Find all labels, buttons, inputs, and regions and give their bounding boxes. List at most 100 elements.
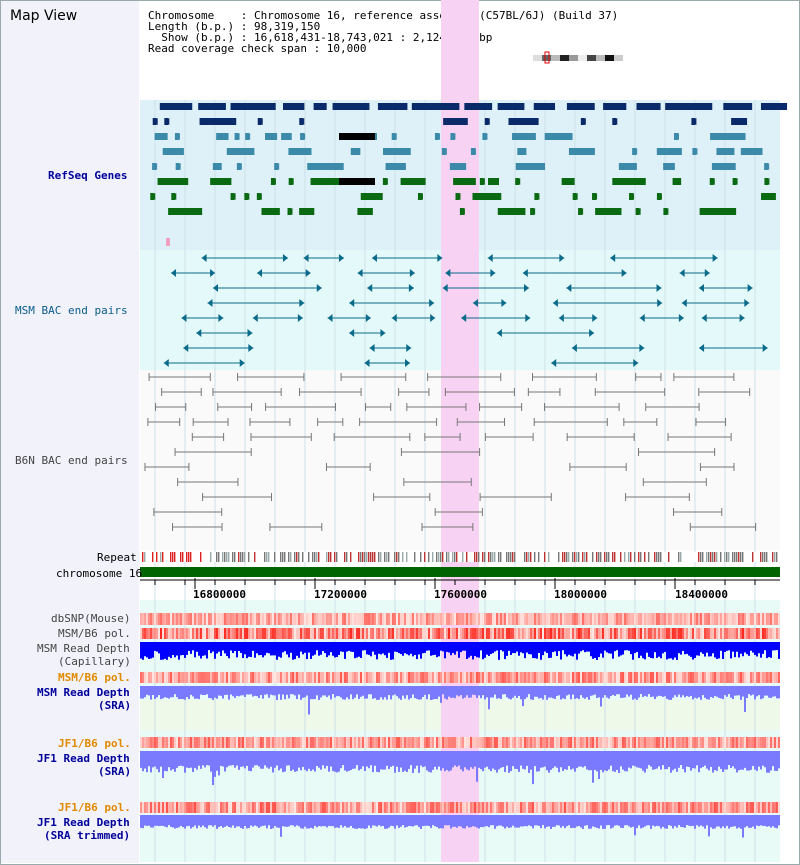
depth-bar-capillary xyxy=(474,642,476,657)
depth-bar-jf1-sra xyxy=(638,751,640,768)
jf1-pol-cell xyxy=(450,737,452,748)
depth-bar-jf1-trim xyxy=(322,815,324,827)
msm-pol-cell xyxy=(618,628,620,639)
track-label-refseq[interactable]: RefSeq Genes xyxy=(48,169,128,182)
msm-pol-cell xyxy=(214,628,216,639)
msm-pol-sra-cell xyxy=(756,672,758,683)
msm-pol-sra-cell xyxy=(298,672,300,683)
depth-bar-capillary xyxy=(688,642,690,656)
msm-pol-cell xyxy=(766,628,768,639)
jf1-pol-cell xyxy=(512,737,514,748)
repeat-element xyxy=(474,552,476,562)
msm-pol-sra-cell xyxy=(234,672,236,683)
track-label-msm-depth-sra[interactable]: MSM Read Depth xyxy=(37,686,130,699)
track-label-msm-depth-capillary[interactable]: MSM Read Depth xyxy=(37,642,130,655)
msm-pol-cell xyxy=(562,628,564,639)
depth-bar-jf1-sra xyxy=(488,751,490,770)
track-label-chromosome[interactable]: chromosome 16 xyxy=(56,567,143,580)
jf1-pol-trim-cell xyxy=(758,802,760,813)
repeat-element xyxy=(424,552,426,562)
msm-pol-sra-cell xyxy=(492,672,494,683)
depth-bar-jf1-trim xyxy=(320,815,322,827)
track-label-jf1-depth-trim[interactable]: JF1 Read Depth xyxy=(37,816,130,829)
dbsnp-cell xyxy=(610,613,612,625)
track-label-dbsnp[interactable]: dbSNP(Mouse) xyxy=(51,612,131,625)
depth-bar-msm-sra xyxy=(470,686,472,698)
jf1-pol-cell xyxy=(380,737,382,748)
dbsnp-cell xyxy=(446,613,448,625)
depth-bar-jf1-sra xyxy=(570,751,572,770)
msm-pol-sra-cell xyxy=(460,672,462,683)
depth-bar-jf1-sra xyxy=(178,751,180,767)
track-label-msm-b6-pol[interactable]: MSM/B6 pol. xyxy=(58,627,131,640)
jf1-pol-trim-cell xyxy=(596,802,598,813)
depth-bar-capillary xyxy=(334,642,336,658)
depth-bar-capillary xyxy=(676,642,678,660)
jf1-pol-cell xyxy=(386,737,388,748)
msm-pol-cell xyxy=(296,628,298,639)
msm-pol-cell xyxy=(238,628,240,639)
bac-end-arrow xyxy=(501,299,507,307)
msm-pol-cell xyxy=(770,628,772,639)
dbsnp-cell xyxy=(536,613,538,625)
gene-strand-arrow xyxy=(154,133,160,140)
jf1-pol-cell xyxy=(594,737,596,748)
bac-end-arrow xyxy=(747,284,753,292)
depth-bar-jf1-trim xyxy=(548,815,550,827)
depth-bar-jf1-sra xyxy=(778,751,780,769)
depth-bar-capillary xyxy=(366,642,368,655)
depth-bar-msm-sra xyxy=(162,686,164,699)
depth-bar-jf1-trim xyxy=(744,815,746,828)
depth-bar-msm-sra xyxy=(660,686,662,697)
ideogram-band xyxy=(551,55,560,61)
track-label-b6n-bac[interactable]: B6N BAC end pairs xyxy=(15,454,128,467)
depth-bar-capillary xyxy=(396,642,398,652)
dbsnp-cell xyxy=(338,613,340,625)
depth-bar-msm-sra xyxy=(536,686,538,697)
depth-bar-jf1-trim xyxy=(274,815,276,826)
repeat-element xyxy=(462,552,464,562)
track-label-msm-bac[interactable]: MSM BAC end pairs xyxy=(15,304,128,317)
track-label-msm-b6-pol-sra[interactable]: MSM/B6 pol. xyxy=(58,671,131,684)
depth-bar-msm-sra xyxy=(204,686,206,696)
depth-bar-capillary xyxy=(744,642,746,653)
msm-pol-cell xyxy=(484,628,486,639)
jf1-pol-trim-cell xyxy=(400,802,402,813)
dbsnp-cell xyxy=(188,613,190,625)
msm-pol-sra-cell xyxy=(674,672,676,683)
depth-bar-jf1-trim xyxy=(434,815,436,827)
depth-bar-capillary xyxy=(222,642,224,651)
depth-bar-jf1-trim xyxy=(188,815,190,826)
depth-bar-jf1-trim xyxy=(550,815,552,829)
jf1-pol-trim-cell xyxy=(386,802,388,813)
jf1-pol-trim-cell xyxy=(638,802,640,813)
dbsnp-cell xyxy=(574,613,576,625)
depth-bar-jf1-sra xyxy=(482,751,484,772)
depth-bar-msm-sra xyxy=(758,686,760,696)
msm-pol-cell xyxy=(740,628,742,639)
repeat-element xyxy=(326,552,328,562)
track-label-repeat[interactable]: Repeat xyxy=(97,551,137,564)
track-label-jf1-b6-pol[interactable]: JF1/B6 pol. xyxy=(58,737,131,750)
jf1-pol-trim-cell xyxy=(540,802,542,813)
repeat-element xyxy=(374,552,376,562)
depth-bar-capillary xyxy=(278,642,280,657)
depth-bar-capillary xyxy=(344,642,346,659)
depth-bar-msm-sra xyxy=(336,686,338,697)
jf1-pol-cell xyxy=(560,737,562,748)
depth-bar-msm-sra xyxy=(234,686,236,698)
depth-bar-jf1-trim xyxy=(182,815,184,828)
jf1-pol-cell xyxy=(670,737,672,748)
depth-bar-capillary xyxy=(648,642,650,657)
jf1-pol-cell xyxy=(668,737,670,748)
msm-pol-sra-cell xyxy=(192,672,194,683)
repeat-element xyxy=(240,552,242,562)
msm-pol-sra-cell xyxy=(164,672,166,683)
gene-block xyxy=(533,103,556,110)
depth-bar-capillary xyxy=(406,642,408,655)
track-label-jf1-b6-pol-trim[interactable]: JF1/B6 pol. xyxy=(58,801,131,814)
msm-pol-sra-cell xyxy=(620,672,622,683)
track-label-jf1-depth-sra[interactable]: JF1 Read Depth xyxy=(37,752,130,765)
depth-bar-msm-sra xyxy=(506,686,508,698)
